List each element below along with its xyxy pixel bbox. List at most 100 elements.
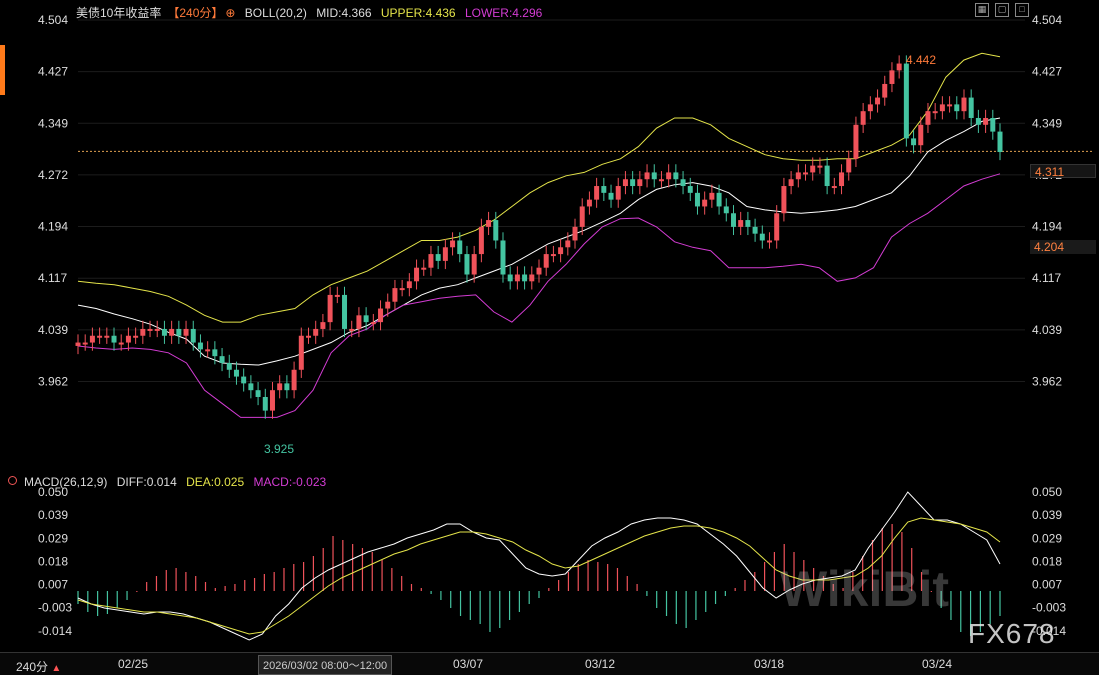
candle-down <box>687 186 693 193</box>
candle-up <box>428 254 434 268</box>
candle-up <box>349 328 355 331</box>
macd-tick-right: 0.029 <box>1032 531 1062 545</box>
candle-up <box>615 186 621 200</box>
candle-up <box>637 179 643 187</box>
candle-up <box>586 199 592 207</box>
candle-up <box>356 315 362 329</box>
candle-up <box>334 294 340 297</box>
side-accent-bar <box>0 45 5 95</box>
candle-down <box>457 240 463 255</box>
candle-up <box>810 165 816 173</box>
period-selector[interactable]: 240分 ▲ <box>16 658 61 675</box>
candle-down <box>363 315 369 323</box>
candle-up <box>579 206 585 227</box>
candle-up <box>846 158 852 173</box>
candlesticks <box>75 55 1003 419</box>
y-tick-right: 3.962 <box>1032 374 1062 388</box>
candle-up <box>75 342 81 346</box>
candle-up <box>291 369 297 391</box>
candle-up <box>118 342 124 345</box>
candle-up <box>565 240 571 248</box>
y-tick-left: 4.427 <box>38 65 68 79</box>
date-label-3: 03/18 <box>754 657 785 671</box>
candle-up <box>882 83 888 98</box>
candle-up <box>97 335 103 338</box>
candle-down <box>975 117 981 125</box>
candle-down <box>716 192 722 207</box>
candle-down <box>651 172 657 180</box>
candle-down <box>968 97 974 118</box>
candle-down <box>990 117 996 132</box>
candle-up <box>925 111 931 125</box>
main-chart-header: 美债10年收益率 【240分】 ⊕ BOLL(20,2) MID:4.366 UPP… <box>76 4 548 21</box>
date-label-4: 03/24 <box>922 657 953 671</box>
candle-up <box>875 97 881 105</box>
period-tag[interactable]: 【240分】 <box>167 6 224 20</box>
y-tick-left: 4.117 <box>38 271 67 285</box>
current-price-tag: 4.311 <box>1030 164 1096 179</box>
candle-up <box>327 294 333 323</box>
boll-label: BOLL(20,2) <box>244 6 307 20</box>
candle-down <box>464 254 470 275</box>
candle-up <box>514 274 520 282</box>
y-tick-left: 3.962 <box>38 374 68 388</box>
candle-up <box>572 226 578 241</box>
candle-up <box>104 335 110 338</box>
candle-up <box>133 335 139 338</box>
candle-up <box>795 172 801 180</box>
candle-up <box>298 335 304 370</box>
candle-up <box>169 328 175 336</box>
candle-down <box>284 383 290 391</box>
candle-up <box>414 267 420 282</box>
macd-tick-left: 0.018 <box>38 554 68 568</box>
macd-tick-left: 0.007 <box>38 578 68 592</box>
candle-up <box>421 267 427 270</box>
candle-down <box>911 138 917 146</box>
candle-up <box>889 70 895 84</box>
y-tick-left: 4.039 <box>38 323 68 337</box>
macd-value: MACD:-0.023 <box>253 475 327 489</box>
candle-down <box>903 63 909 139</box>
y-axis-labels: 4.5044.5044.4274.4274.3494.3494.2724.272… <box>38 13 1066 638</box>
candle-down <box>176 328 182 336</box>
candle-up <box>471 254 477 275</box>
y-tick-left: 4.194 <box>38 220 68 234</box>
macd-tick-right: 0.018 <box>1032 554 1062 568</box>
candle-up <box>788 179 794 187</box>
candle-up <box>774 213 780 241</box>
macd-dea-line <box>77 517 1001 635</box>
grid-icon[interactable]: ▦ <box>975 3 989 17</box>
macd-tick-left: -0.003 <box>38 601 72 615</box>
candle-down <box>500 240 506 275</box>
macd-settings-icon[interactable] <box>8 476 17 485</box>
maximize-icon[interactable]: □ <box>1015 3 1029 17</box>
symbol-title: 美债10年收益率 <box>76 6 162 20</box>
macd-tick-left: 0.050 <box>38 485 68 499</box>
candle-up <box>378 308 384 323</box>
macd-tick-right: 0.007 <box>1032 578 1062 592</box>
candle-up <box>658 179 664 182</box>
candle-down <box>752 226 758 234</box>
candle-up <box>781 186 787 214</box>
candle-up <box>399 288 405 291</box>
candle-down <box>723 206 729 214</box>
low-annotation: 3.925 <box>264 442 294 456</box>
candle-up <box>558 247 564 255</box>
candle-down <box>435 254 441 261</box>
candle-up <box>817 165 823 168</box>
candle-up <box>82 342 88 345</box>
candle-up <box>896 63 902 71</box>
macd-tick-right: 0.050 <box>1032 485 1062 499</box>
date-label-2: 03/12 <box>585 657 616 671</box>
candle-up <box>306 335 311 338</box>
restore-icon[interactable]: ▢ <box>995 3 1009 17</box>
annotations: 4.442 3.925 <box>264 53 936 456</box>
candle-up <box>947 104 953 107</box>
candle-down <box>226 362 232 370</box>
candle-up <box>442 247 448 261</box>
candle-up <box>406 281 412 289</box>
y-tick-right: 4.039 <box>1032 323 1062 337</box>
candle-up <box>529 274 535 282</box>
add-indicator-icon[interactable]: ⊕ <box>225 6 236 20</box>
